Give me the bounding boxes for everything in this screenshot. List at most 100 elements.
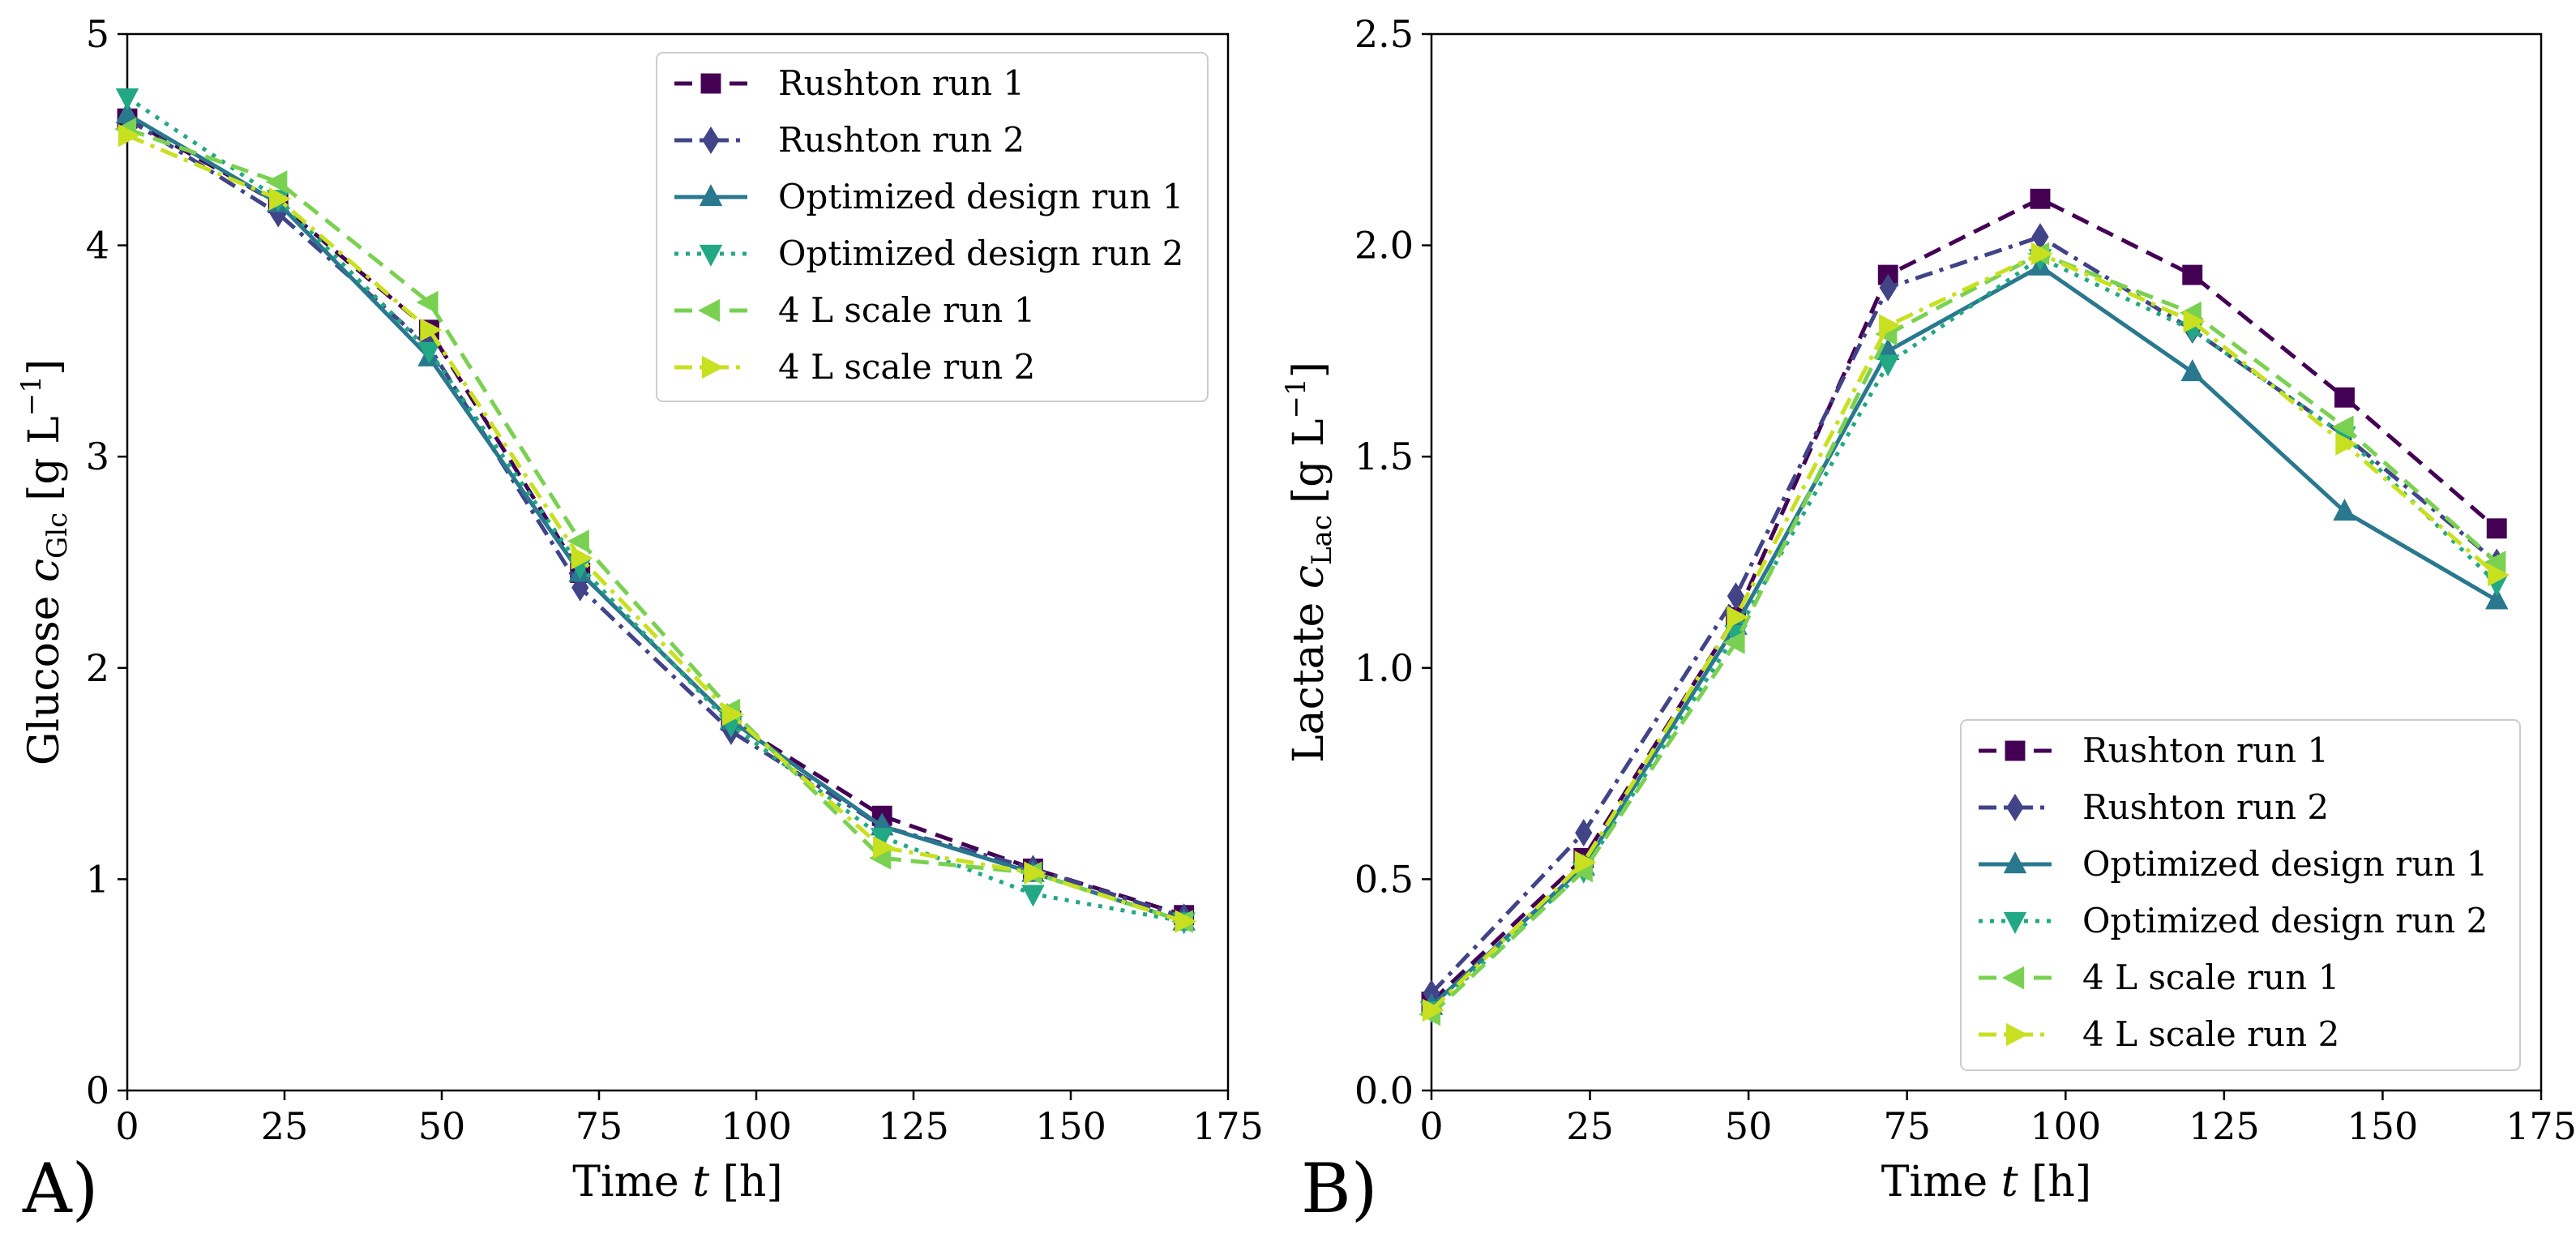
y-tick-label: 3 — [86, 435, 109, 478]
legend-marker — [699, 184, 723, 207]
legend-label: Rushton run 1 — [2082, 731, 2329, 770]
data-point — [1722, 631, 1745, 654]
legend-label: 4 L scale run 2 — [2082, 1014, 2339, 1054]
data-point — [1024, 861, 1046, 885]
x-axis-label: Time t [h] — [1881, 1158, 2091, 1206]
data-point — [567, 529, 589, 553]
series-line — [126, 112, 1185, 923]
data-point — [2331, 415, 2354, 439]
data-point — [2335, 432, 2358, 456]
x-axis-label: Time t [h] — [572, 1158, 782, 1206]
x-tick-label: 50 — [418, 1104, 466, 1148]
legend-box — [656, 52, 1209, 402]
x-tick-label: 175 — [2505, 1104, 2576, 1148]
legend-label: Optimized design run 2 — [778, 234, 1183, 273]
x-tick-label: 125 — [2189, 1104, 2260, 1148]
legend-label: Rushton run 2 — [2082, 787, 2329, 827]
data-point — [416, 290, 439, 315]
series-line — [1430, 251, 2498, 1017]
x-tick-label: 175 — [1192, 1104, 1264, 1148]
series-line — [126, 117, 1185, 919]
data-point — [1727, 582, 1745, 611]
series-6 — [118, 123, 1197, 933]
data-point — [1879, 273, 1897, 302]
series-line — [126, 96, 1185, 923]
legend-label: 4 L scale run 2 — [778, 347, 1035, 387]
legend-label: Rushton run 2 — [778, 120, 1025, 160]
y-tick-label: 5 — [86, 12, 109, 56]
data-point — [417, 341, 441, 364]
panel-label: A) — [22, 1149, 98, 1228]
panel-a-glucose-chart: 0 25 50 75 100 125 150 175 0 1 2 3 4 5 Time t [h] Gluco… — [15, 12, 1264, 1228]
data-point — [115, 88, 139, 111]
data-point — [2030, 242, 2053, 266]
data-point — [265, 170, 288, 194]
data-point — [1879, 314, 1902, 337]
data-point — [2180, 359, 2204, 382]
data-point — [1575, 819, 1593, 847]
data-point — [721, 702, 744, 726]
data-point — [2333, 499, 2356, 521]
x-tick-label: 100 — [721, 1104, 792, 1148]
legend-marker — [702, 126, 720, 155]
y-tick-label: 1.5 — [1354, 435, 1414, 478]
data-point — [1422, 998, 1444, 1022]
axes-frame — [126, 32, 1230, 1092]
legend-marker — [2005, 740, 2026, 761]
legend-label: Optimized design run 1 — [2082, 844, 2488, 884]
data-point — [2030, 188, 2051, 209]
legend-marker — [2002, 966, 2025, 990]
data-point — [2334, 387, 2355, 408]
legend-marker — [700, 73, 721, 94]
y-axis-label: Lactate cLac[g L−1] — [1280, 362, 1338, 763]
series-line — [1430, 251, 2498, 1012]
legend-marker — [701, 355, 724, 379]
data-point — [1175, 910, 1197, 933]
y-tick-label: 0.5 — [1354, 857, 1414, 901]
legend-label: Rushton run 1 — [778, 63, 1025, 103]
y-tick-label: 0 — [86, 1069, 109, 1112]
data-point — [1727, 606, 1749, 629]
legend-marker — [2005, 1022, 2028, 1047]
x-tick-label: 25 — [261, 1104, 309, 1148]
legend-label: 4 L scale run 1 — [2082, 958, 2339, 997]
data-point — [420, 318, 443, 342]
data-point — [1574, 851, 1597, 874]
panel-label: B) — [1301, 1149, 1378, 1228]
data-point — [2182, 264, 2203, 285]
x-tick-label: 75 — [576, 1104, 623, 1148]
axes-frame — [1430, 32, 2543, 1092]
y-tick-label: 2.0 — [1354, 224, 1414, 268]
panel-b-lactate-chart: 0 25 50 75 100 125 150 175 0.0 0.5 1.0 1.5 2.0 2.5 Tim… — [1280, 12, 2576, 1228]
data-point — [2183, 310, 2206, 333]
x-tick-label: 0 — [1419, 1104, 1443, 1148]
data-point — [269, 187, 292, 211]
legend-box — [1960, 719, 2521, 1071]
y-axis-label: Glucose cGlc[g L−1] — [15, 359, 74, 765]
data-point — [873, 836, 896, 859]
legend-marker — [699, 244, 723, 267]
legend-marker — [2006, 793, 2024, 822]
legend-label: 4 L scale run 1 — [778, 290, 1035, 330]
legend-label: Optimized design run 2 — [2082, 901, 2488, 940]
data-point — [2488, 563, 2510, 587]
data-point — [2484, 587, 2509, 610]
x-tick-label: 100 — [2030, 1104, 2101, 1148]
series-line — [126, 133, 1185, 923]
x-tick-label: 25 — [1566, 1104, 1614, 1148]
legend-marker — [698, 298, 721, 323]
y-tick-label: 0.0 — [1354, 1069, 1414, 1112]
y-tick-label: 2 — [86, 646, 109, 690]
x-tick-label: 0 — [115, 1104, 139, 1148]
series-line — [1430, 264, 2498, 1008]
x-tick-label: 150 — [1035, 1104, 1106, 1148]
y-tick-label: 1.0 — [1354, 646, 1414, 690]
x-tick-label: 125 — [878, 1104, 949, 1148]
series-6 — [1422, 242, 2510, 1022]
legend-marker — [2003, 911, 2027, 934]
data-point — [2486, 518, 2507, 539]
data-point — [1876, 354, 1900, 377]
legend-label: Optimized design run 1 — [778, 177, 1183, 216]
data-point — [118, 123, 140, 148]
